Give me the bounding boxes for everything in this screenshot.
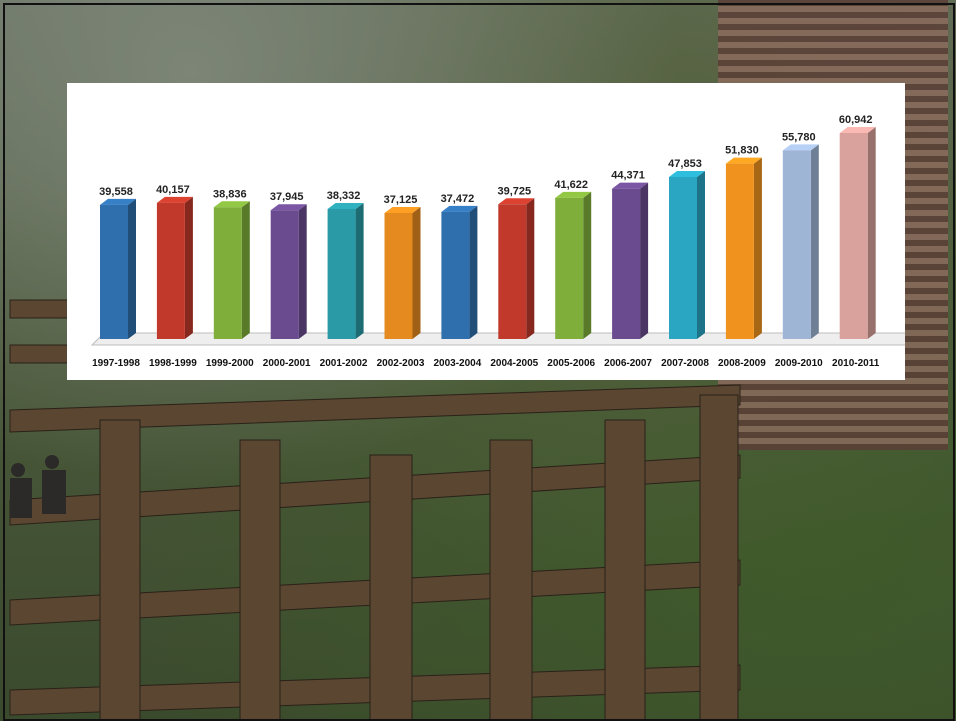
bar-top [384, 207, 421, 213]
x-tick-label: 2005-2006 [547, 358, 595, 369]
bar-side [526, 198, 535, 339]
bar-side [697, 170, 705, 339]
bar [782, 150, 811, 339]
bar-chart: 39,558 1997-1998 40,157 1998-1999 38,836 1999… [90, 114, 905, 369]
bar-side [810, 144, 819, 339]
data-label: 40,157 [156, 184, 190, 196]
data-label: 55,780 [782, 131, 816, 143]
bar-top [839, 127, 876, 133]
data-label: 44,371 [611, 170, 645, 182]
bar-top [782, 144, 819, 151]
x-tick-label: 1997-1998 [92, 358, 140, 369]
bar-side [469, 205, 478, 339]
data-label: 41,622 [554, 179, 588, 191]
bar-side [583, 191, 592, 339]
bar [839, 133, 868, 339]
x-tick-label: 2000-2001 [263, 358, 311, 369]
bar [213, 207, 242, 339]
data-label: 38,332 [327, 190, 361, 202]
bar-side [640, 182, 649, 339]
bar-side [128, 198, 136, 339]
x-tick-label: 1998-1999 [149, 358, 197, 369]
bar [327, 208, 356, 339]
bar [498, 204, 527, 339]
bar-side [241, 201, 250, 339]
bar [555, 197, 584, 339]
bar-side [867, 127, 876, 339]
bar-side [184, 196, 193, 339]
bar [441, 211, 470, 339]
x-tick-label: 2001-2002 [320, 358, 368, 369]
bar-side [753, 157, 762, 339]
bar-top [270, 204, 307, 211]
bar-top [441, 205, 478, 212]
bar-top [327, 202, 364, 209]
bar-top [669, 170, 705, 177]
data-label: 39,558 [99, 186, 133, 198]
bar [725, 163, 754, 339]
x-tick-label: 2010-2011 [832, 358, 880, 369]
bar-side [412, 207, 421, 339]
x-tick-label: 2002-2003 [377, 358, 425, 369]
bar [156, 202, 185, 339]
bar-top [498, 198, 535, 205]
data-label: 60,942 [839, 114, 873, 126]
bar [384, 213, 413, 339]
x-tick-label: 2009-2010 [775, 358, 823, 369]
data-label: 39,725 [497, 185, 531, 197]
x-tick-label: 1999-2000 [206, 358, 254, 369]
bar-top [100, 198, 136, 205]
bar-side [298, 204, 307, 339]
bar-top [725, 157, 762, 164]
data-label: 37,125 [384, 194, 418, 206]
x-tick-label: 2006-2007 [604, 358, 652, 369]
x-tick-label: 2007-2008 [661, 358, 709, 369]
data-label: 51,830 [725, 145, 759, 157]
x-tick-label: 2008-2009 [718, 358, 766, 369]
bar-top [555, 191, 592, 198]
data-label: 37,945 [270, 191, 304, 203]
bar [100, 204, 128, 339]
bar [669, 176, 697, 339]
x-tick-label: 2004-2005 [490, 358, 538, 369]
x-tick-label: 2003-2004 [433, 358, 481, 369]
data-label: 38,836 [213, 188, 247, 200]
bar-top [612, 182, 649, 189]
bar [612, 188, 641, 339]
chart-panel: 39,558 1997-1998 40,157 1998-1999 38,836 1999… [67, 83, 905, 380]
data-label: 47,853 [668, 158, 702, 170]
bar-top [213, 201, 250, 208]
bar [270, 210, 299, 339]
data-label: 37,472 [441, 193, 475, 205]
bar-top [156, 196, 193, 203]
bar-side [355, 202, 364, 339]
